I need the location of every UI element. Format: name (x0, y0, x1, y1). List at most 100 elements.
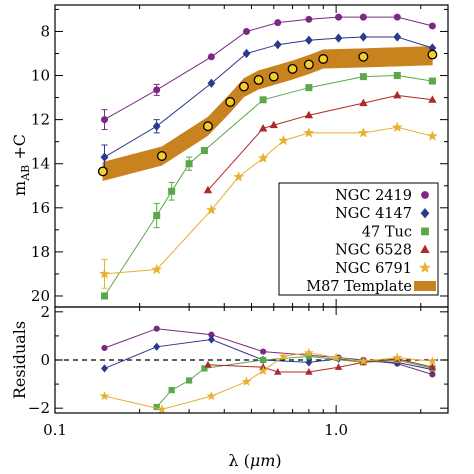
legend: NGC 2419 NGC 4147 47 Tuc NGC 6528 NGC 6791 M8… (278, 182, 439, 296)
series-line (104, 16, 433, 121)
residual-point (305, 358, 313, 367)
residual-point (241, 376, 252, 386)
series-3 (101, 72, 436, 300)
data-point (185, 160, 193, 168)
residual-point (201, 365, 208, 372)
res-y-tick-label: 0 (40, 351, 50, 369)
legend-box (278, 182, 439, 296)
data-point (153, 86, 161, 94)
residual-point (186, 377, 193, 384)
x-axis-label: λ (μm) (228, 451, 281, 470)
legend-label: NGC 4147 (335, 206, 412, 222)
template-point (268, 71, 279, 82)
data-point (335, 13, 343, 21)
y-tick-label: 16 (31, 199, 50, 217)
data-point (305, 15, 313, 23)
data-point (151, 263, 163, 275)
series-line (104, 36, 433, 158)
y-axis-label-top: mAB +C (10, 134, 32, 196)
template-points (97, 49, 438, 177)
y-tick-label: 14 (31, 155, 50, 173)
residual-point (204, 360, 212, 368)
residual-point (260, 356, 267, 364)
template-band (102, 46, 433, 182)
data-point (359, 73, 367, 81)
data-point (428, 22, 436, 30)
data-point (393, 90, 402, 99)
data-point (101, 116, 109, 124)
legend-marker (421, 191, 429, 199)
residual-series-5 (99, 347, 438, 414)
data-point (428, 77, 436, 85)
legend-marker (421, 227, 429, 236)
bottom-panel (55, 325, 448, 414)
data-point (428, 95, 437, 103)
data-point (273, 40, 282, 50)
data-point (305, 84, 313, 92)
data-point (391, 121, 403, 132)
legend-marker (420, 244, 430, 253)
residual-series-3 (153, 353, 436, 411)
legend-label: NGC 6791 (335, 261, 412, 277)
top-panel (97, 13, 438, 300)
residual-point (305, 368, 313, 375)
residual-point (278, 351, 289, 361)
data-point (100, 152, 109, 162)
residual-point (153, 403, 160, 411)
residual-point (207, 335, 215, 344)
data-point (99, 268, 110, 279)
template-point (97, 166, 108, 177)
residual-series-1 (101, 325, 436, 378)
data-point (278, 134, 289, 146)
data-point (153, 212, 161, 220)
residual-point (101, 344, 108, 352)
residual-point (428, 363, 437, 370)
data-point (243, 27, 251, 35)
data-point (359, 98, 368, 107)
residual-point (168, 387, 175, 394)
x-tick-label: 1.0 (324, 421, 348, 439)
data-point (207, 78, 216, 88)
data-point (393, 72, 401, 80)
data-point (334, 33, 343, 43)
axes-frame: 0.1 1.0 8 10 12 14 16 18 20 −2 0 2 (28, 4, 449, 439)
data-point (207, 53, 215, 61)
y-axis-label-bottom: Residuals (10, 321, 29, 399)
template-point (427, 49, 438, 60)
data-point (304, 110, 314, 119)
residual-line (104, 338, 433, 371)
data-point (357, 127, 369, 138)
series-5 (99, 121, 438, 289)
data-point (274, 19, 282, 27)
template-point (358, 51, 369, 62)
residual-point (331, 352, 341, 362)
legend-marker (420, 208, 430, 219)
template-point (225, 97, 236, 107)
residual-point (392, 352, 403, 362)
residual-point (274, 368, 282, 375)
residual-point (427, 356, 438, 366)
data-point (259, 96, 267, 104)
residual-point (304, 347, 314, 357)
template-point (253, 74, 264, 85)
data-point (304, 35, 313, 45)
template-point (303, 59, 314, 70)
y-tick-label: 20 (31, 287, 50, 305)
template-point (287, 63, 298, 74)
data-point (152, 121, 161, 131)
residual-point (153, 342, 161, 351)
legend-swatch (414, 281, 436, 291)
legend-label: M87 Template (306, 279, 412, 295)
data-point (203, 185, 213, 194)
residual-point (258, 365, 268, 375)
residual-point (334, 363, 343, 370)
residual-point (153, 325, 160, 332)
data-point (200, 146, 208, 154)
series-1 (101, 13, 436, 131)
residual-series-2 (101, 335, 436, 374)
res-y-tick-label: −2 (28, 399, 50, 417)
series-2 (100, 32, 437, 170)
residual-point (206, 391, 217, 401)
data-point (303, 127, 315, 138)
